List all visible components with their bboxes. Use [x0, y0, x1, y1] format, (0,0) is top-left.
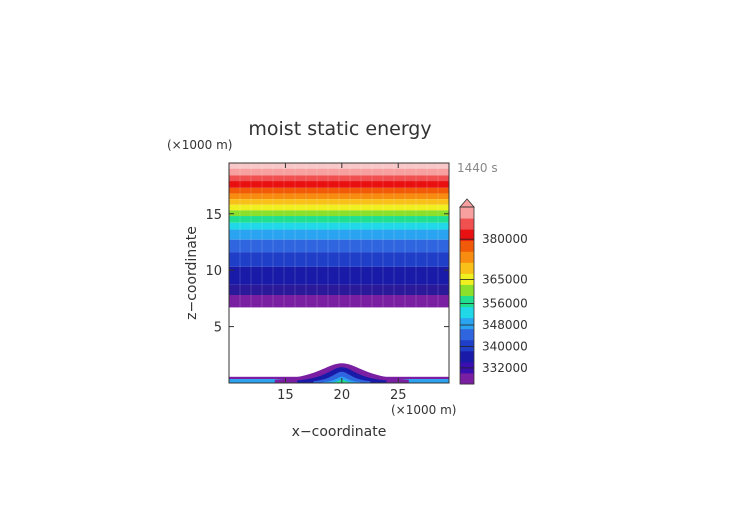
layer-band: [229, 199, 449, 205]
layer-band: [229, 216, 449, 223]
time-label: 1440 s: [457, 161, 498, 175]
layer-band: [229, 163, 449, 169]
colorbar: 332000 340000 348000 356000 365000 380000: [459, 198, 528, 385]
layer-band: [229, 229, 449, 240]
colorbar-extend-triangle: [459, 198, 475, 208]
colorbar-label: 356000: [482, 297, 528, 311]
colorbar-label: 348000: [482, 318, 528, 332]
layer-band: [229, 239, 449, 253]
colorbar-swatch: [460, 251, 474, 263]
colorbar-swatch: [460, 207, 474, 219]
colorbar-label: 332000: [482, 361, 528, 375]
layer-band: [229, 295, 449, 308]
x-axis-label: x−coordinate: [292, 424, 387, 440]
y-tick-label: 15: [205, 208, 222, 223]
colorbar-swatch: [460, 350, 474, 363]
colorbar-swatch: [460, 317, 474, 330]
x-ticks: 15 20 25: [277, 163, 407, 403]
colorbar-swatch: [460, 328, 474, 341]
colorbar-label: 380000: [482, 232, 528, 246]
layer-band: [229, 168, 449, 176]
layer-band: [229, 284, 449, 295]
layer-band: [229, 193, 449, 200]
plot-area: [228, 163, 450, 383]
layer-band: [229, 181, 449, 188]
y-axis-label: z−coordinate: [184, 226, 200, 320]
x-tick-label: 20: [334, 388, 351, 403]
layer-band: [229, 222, 449, 230]
layer-band: [229, 204, 449, 211]
colorbar-label: 365000: [482, 272, 528, 286]
y-ticks: 5 10 15: [205, 208, 449, 336]
colorbar-swatch: [460, 262, 474, 274]
colorbar-swatch: [460, 306, 474, 319]
colorbar-swatch: [460, 284, 474, 296]
y-tick-label: 10: [205, 264, 222, 279]
colorbar-frame: [459, 206, 475, 385]
chart-title: moist static energy: [248, 118, 431, 140]
x-tick-label: 25: [390, 388, 407, 403]
x-unit-label: (×1000 m): [391, 403, 456, 417]
colorbar-swatch: [460, 229, 474, 241]
colorbar-label: 340000: [482, 339, 528, 353]
colorbar-swatch: [460, 339, 474, 352]
x-tick-label: 15: [277, 388, 294, 403]
colorbar-swatch: [460, 295, 474, 308]
layer-band: [229, 252, 449, 267]
layer-band: [229, 187, 449, 194]
colorbar-swatch: [460, 218, 474, 230]
layer-band: [229, 266, 449, 285]
layer-band: [229, 210, 449, 217]
y-unit-label: (×1000 m): [167, 138, 232, 152]
y-tick-label: 5: [214, 321, 222, 336]
plot-frame: [228, 162, 450, 384]
colorbar-swatch: [460, 240, 474, 252]
colorbar-swatch: [460, 372, 474, 385]
layer-band: [229, 175, 449, 182]
